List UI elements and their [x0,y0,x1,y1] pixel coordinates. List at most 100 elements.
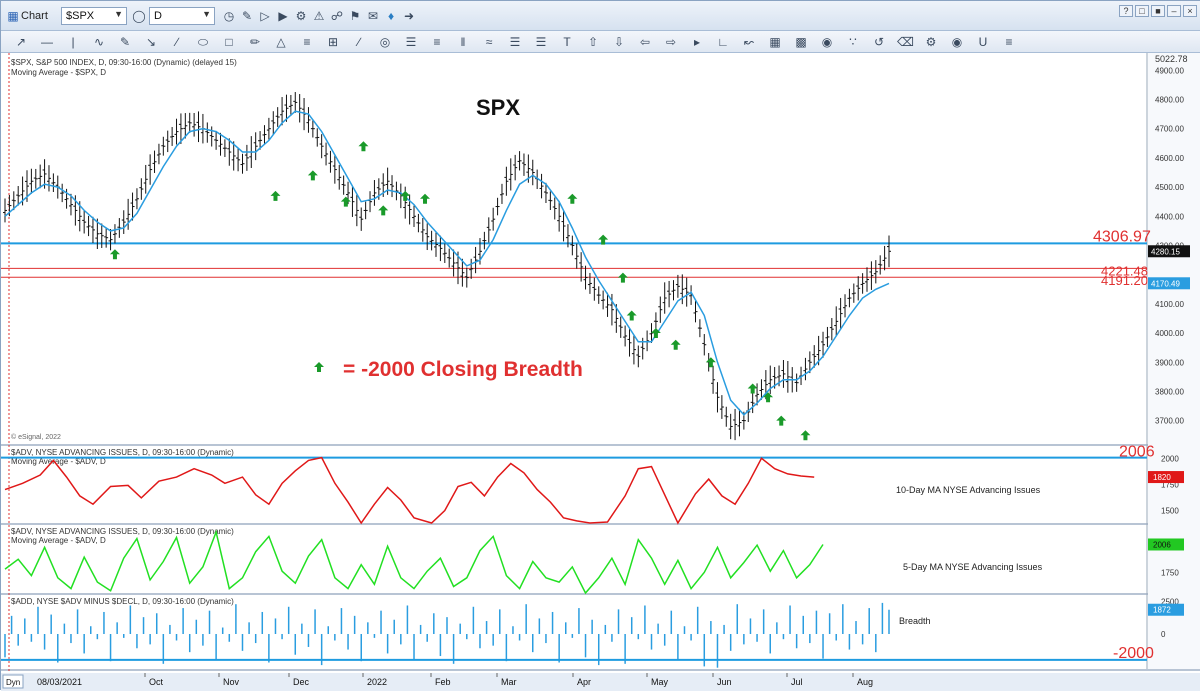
time-axis[interactable] [1,673,1200,691]
tool-cycle-icon[interactable]: ↺ [873,35,885,49]
tool-measure-icon[interactable]: ∟ [717,35,729,49]
settings-icon[interactable]: ⚙ [295,9,307,23]
tool-triangle-icon[interactable]: △ [276,35,286,49]
comment-icon[interactable]: ✉ [367,9,379,23]
main-y-tick: 4400.00 [1155,212,1184,221]
main-top-value: 5022.78 [1155,54,1188,64]
pin-button[interactable]: ■ [1151,5,1165,17]
interval-input[interactable]: D ▼ [149,7,215,25]
signal-arrow [670,339,681,350]
tool-right-arrow-icon[interactable]: ⇨ [665,35,677,49]
tool-eraser-icon[interactable]: ⌫ [897,35,914,49]
tool-ellipse-icon[interactable]: ⬭ [197,35,209,49]
tool-brush-icon[interactable]: ✏ [249,35,261,49]
adv10-line [4,456,815,525]
adv10-label: 10-Day MA NYSE Advancing Issues [896,485,1041,495]
symbol-input[interactable]: $SPX ▼ [61,7,127,25]
dyn-button[interactable]: Dyn [6,678,20,687]
tool-left-arrow-icon[interactable]: ⇦ [639,35,651,49]
main-y-tick: 4600.00 [1155,154,1184,163]
tool-levels-icon[interactable]: ≡ [1005,35,1013,49]
minimize-button[interactable]: – [1167,5,1181,17]
twitter-icon[interactable]: ♦ [387,9,395,23]
ma-tag: 4170.49 [1151,279,1180,288]
tool-vertical-line-icon[interactable]: | [71,35,75,49]
tool-columns-icon[interactable]: ‖ [460,35,466,49]
level-label-0: 4306.97 [1093,228,1151,245]
pane-background-1 [1,446,1147,523]
drawing-toolbar: ↗ — | ∿ ✎ ↘ ∕ ⬭ □ ✏ △ ≡ ⊞ ∕ ◎ ☰ ≡ ‖ ≈ ☰ ☰ T ⇧ ⇩ ⇦ ⇨ ▸ ∟ ↜ ▦ ▩ ◉ ∵ ↺ ⌫ ⚙ ◉ U ≡ [1,31,1200,53]
legend-arrow-icon [314,362,324,372]
tool-ruler-icon[interactable]: ▩ [795,35,807,49]
tool-text-icon[interactable]: T [563,35,571,49]
chart-canvas[interactable]: $SPX, S&P 500 INDEX, D, 09:30-16:00 (Dyn… [1,53,1200,691]
breadth-tag: 1872 [1153,606,1171,615]
dropdown-arrow-icon: ▼ [202,9,211,19]
main-y-tick: 4500.00 [1155,183,1184,192]
restore-button[interactable]: □ [1135,5,1149,17]
tool-bars-icon[interactable]: ≡ [433,35,441,49]
x-tick-label: Mar [501,677,517,687]
dyn-button-bg[interactable] [2,674,24,689]
link-symbol-icon[interactable]: ◯ [132,9,146,23]
tool-table-icon[interactable]: ▦ [769,35,781,49]
tool-channel-icon[interactable]: ∕ [175,35,178,49]
tool-cursor-icon[interactable]: ↗ [15,35,27,49]
tool-rectangle-icon[interactable]: □ [225,35,233,49]
share-icon[interactable]: ➜ [403,9,415,23]
moving-average-line [4,110,890,416]
signal-arrow [420,193,431,204]
tool-pitchfork-icon[interactable]: ↜ [743,35,755,49]
adv5-study-line2: Moving Average - $ADV, D [11,536,106,545]
tool-pattern-icon[interactable]: ∵ [849,35,857,49]
chart-area[interactable]: $SPX, S&P 500 INDEX, D, 09:30-16:00 (Dyn… [1,53,1200,691]
chart-label: Chart [21,10,48,22]
tool-magnet-icon[interactable]: U [978,35,988,49]
main-y-tick: 4100.00 [1155,300,1184,309]
adv10-y-tick: 2000 [1161,454,1179,463]
help-button[interactable]: ? [1119,5,1133,17]
chart-app-icon: ▦ [7,9,19,23]
adv10-tag-bg [1148,471,1184,484]
tool-gear-icon[interactable]: ⚙ [925,35,937,49]
signal-arrow [270,190,281,201]
main-y-tick: 4700.00 [1155,125,1184,134]
tool-up-arrow-icon[interactable]: ⇧ [587,35,599,49]
tool-list-icon[interactable]: ☰ [405,35,417,49]
tool-parallel-icon[interactable]: ∕ [357,35,360,49]
alert-icon[interactable]: ⚠ [313,9,325,23]
price-tag: 4280.15 [1151,247,1180,256]
tool-callout-icon[interactable]: ▸ [693,35,701,49]
copyright-text: © eSignal, 2022 [11,433,61,441]
tool-ray-icon[interactable]: ↘ [145,35,157,49]
play-icon[interactable]: ▶ [278,9,288,23]
tool-down-arrow-icon[interactable]: ⇩ [613,35,625,49]
x-tick-label: Dec [293,677,310,687]
signal-arrow [109,249,120,260]
tool-pencil-icon[interactable]: ✎ [119,35,131,49]
tool-hlines-icon[interactable]: ☰ [509,35,521,49]
tool-zigzag-icon[interactable]: ≈ [485,35,493,49]
tool-camera-icon[interactable]: ◉ [951,35,963,49]
clock-icon[interactable]: ◷ [223,9,235,23]
interval-value: D [154,10,162,22]
close-button[interactable]: × [1183,5,1197,17]
tool-fib-icon[interactable]: ≡ [303,35,311,49]
adv5-line [4,529,824,595]
tool-circle-icon[interactable]: ◎ [379,35,391,49]
tool-line-icon[interactable]: — [41,35,53,49]
main-y-tick: 3700.00 [1155,417,1184,426]
tag-icon[interactable]: ⚑ [349,9,361,23]
cursor-icon[interactable]: ▷ [260,9,270,23]
link-icon[interactable]: ☍ [330,9,344,23]
tool-wave-icon[interactable]: ∿ [93,35,105,49]
signal-arrow [705,357,716,368]
tool-hbars-icon[interactable]: ☰ [535,35,547,49]
x-tick-label: 2022 [367,677,387,687]
adv10-level-label: 2006 [1119,444,1155,461]
main-y-tick: 3900.00 [1155,358,1184,367]
price-axis-panel[interactable] [1148,53,1200,669]
tool-eye-icon[interactable]: ◉ [821,35,833,49]
tool-grid-icon[interactable]: ⊞ [327,35,339,49]
draw-pencil-icon[interactable]: ✎ [241,9,253,23]
